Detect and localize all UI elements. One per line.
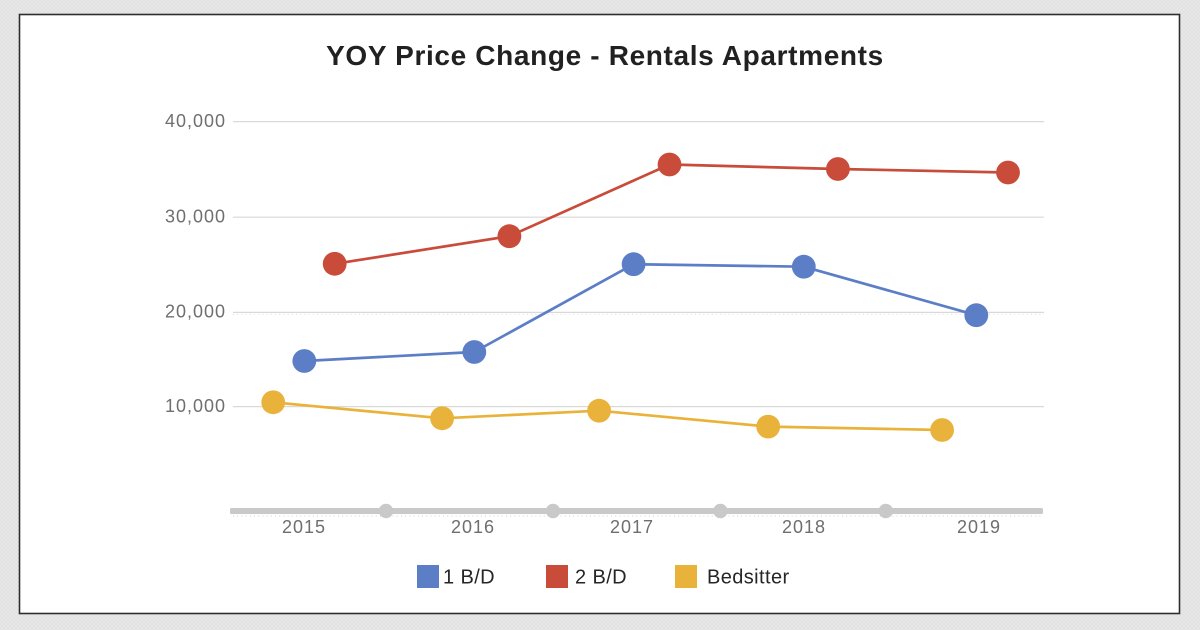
svg-text:30,000: 30,000 — [165, 206, 226, 226]
svg-text:1 B/D: 1 B/D — [443, 567, 495, 589]
svg-text:2019: 2019 — [957, 517, 1001, 537]
svg-text:20,000: 20,000 — [165, 302, 226, 322]
svg-text:2017: 2017 — [610, 517, 654, 537]
svg-text:2015: 2015 — [282, 517, 326, 537]
svg-text:Bedsitter: Bedsitter — [707, 567, 790, 589]
svg-text:YOY Price Change - Rentals Apa: YOY Price Change - Rentals Apartments — [326, 40, 884, 71]
svg-text:40,000: 40,000 — [165, 111, 226, 131]
svg-text:2 B/D: 2 B/D — [575, 567, 627, 589]
svg-text:10,000: 10,000 — [165, 396, 226, 416]
svg-text:2016: 2016 — [451, 517, 495, 537]
svg-text:2018: 2018 — [782, 517, 826, 537]
